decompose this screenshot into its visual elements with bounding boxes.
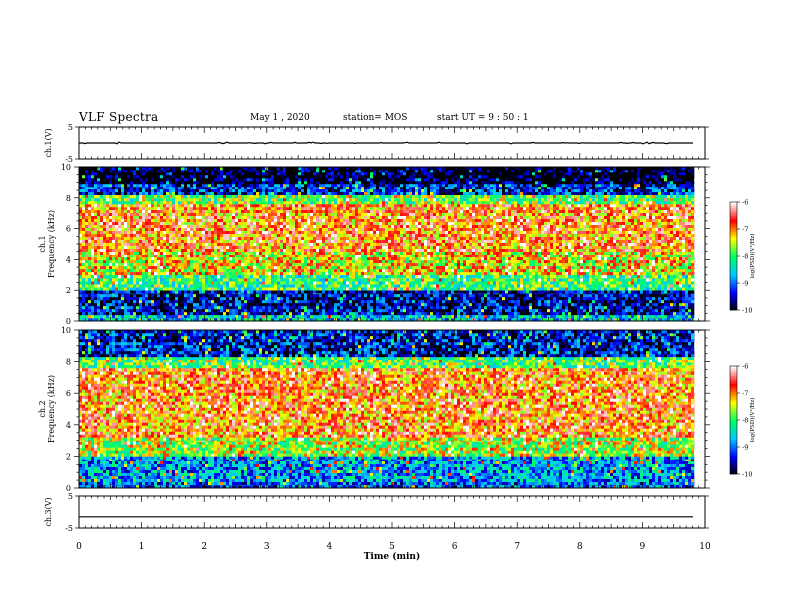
x-tick-label: 0 (76, 542, 82, 552)
ch2_spectrogram-colorbar-tick-label: -7 (742, 390, 748, 398)
ch3_waveform-y-tick-label: -5 (65, 524, 73, 533)
ch1_spectrogram-y-tick-label: 8 (66, 194, 71, 203)
ch2_spectrogram-colorbar-label: log(PSD)(V²/Hz) (749, 398, 756, 443)
ch1_spectrogram-y-label-freq: Frequency (kHz) (47, 210, 56, 278)
ch3_waveform-y-tick-label: 5 (68, 492, 73, 501)
ch1_spectrogram-y-tick-label: 10 (61, 163, 71, 172)
ch1_spectrogram-colorbar-tick-label: -10 (742, 307, 752, 315)
ch2_spectrogram-y-tick-label: 10 (61, 326, 71, 335)
ch2_spectrogram-y-label-freq: Frequency (kHz) (47, 375, 56, 443)
ch2_spectrogram-colorbar-tick-label: -9 (742, 444, 748, 452)
x-tick-label: 9 (640, 542, 646, 552)
ch2_spectrogram-y-tick-label: 2 (66, 452, 71, 461)
x-tick-label: 4 (327, 542, 333, 552)
ch1_spectrogram-y-tick-label: 2 (66, 286, 71, 295)
x-tick-label: 6 (452, 542, 458, 552)
ch1_spectrogram-colorbar-tick-label: -9 (742, 280, 748, 288)
ch2_spectrogram-y-label-channel: ch.2 (38, 400, 47, 417)
ch1_spectrogram-y-tick-label: 4 (66, 255, 71, 264)
x-tick-label: 2 (201, 542, 207, 552)
x-tick-label: 5 (389, 542, 395, 552)
ch2_spectrogram-colorbar-tick-label: -10 (742, 471, 752, 479)
ch1_spectrogram-colorbar-tick-label: -8 (742, 253, 748, 261)
ch1_waveform-y-label: ch.1(V) (44, 128, 53, 157)
x-tick-label: 1 (139, 542, 145, 552)
x-tick-label: 10 (699, 542, 711, 552)
ch1_waveform-trace (79, 142, 693, 144)
ch2_spectrogram-colorbar-tick-label: -6 (742, 363, 748, 371)
x-tick-label: 8 (577, 542, 583, 552)
ch2_spectrogram-colorbar-tick-label: -8 (742, 417, 748, 425)
ch2_spectrogram-colorbar (730, 366, 737, 474)
ch1_spectrogram-image (79, 167, 705, 321)
ch1_spectrogram-y-label-channel: ch.1 (38, 235, 47, 252)
x-tick-label: 7 (514, 542, 520, 552)
x-axis-label: Time (min) (364, 551, 421, 562)
x-tick-label: 3 (264, 542, 270, 552)
ch3_waveform-y-label: ch.3(V) (44, 497, 53, 526)
ch2_spectrogram-image (79, 330, 705, 488)
ch1_spectrogram-y-tick-label: 0 (66, 317, 71, 326)
ch1_spectrogram-colorbar-tick-label: -7 (742, 226, 748, 234)
ch1_waveform-y-tick-label: 5 (68, 123, 73, 132)
ch1_spectrogram-colorbar-label: log(PSD)(V²/Hz) (749, 234, 756, 279)
ch2_spectrogram-y-tick-label: 0 (66, 484, 71, 493)
ch1_spectrogram-colorbar-tick-label: -6 (742, 199, 748, 207)
vlf-spectra-figure: 0 1 2 3 4 5 6 7 8 9 10Time (min)5-5ch.1(V)5-5ch.3(… (0, 0, 792, 612)
ch2_spectrogram-y-tick-label: 4 (66, 421, 71, 430)
ch1_spectrogram-y-tick-label: 6 (66, 225, 71, 234)
ch2_spectrogram-y-tick-label: 6 (66, 389, 71, 398)
ch1_spectrogram-colorbar (730, 202, 737, 310)
ch2_spectrogram-y-tick-label: 8 (66, 358, 71, 367)
